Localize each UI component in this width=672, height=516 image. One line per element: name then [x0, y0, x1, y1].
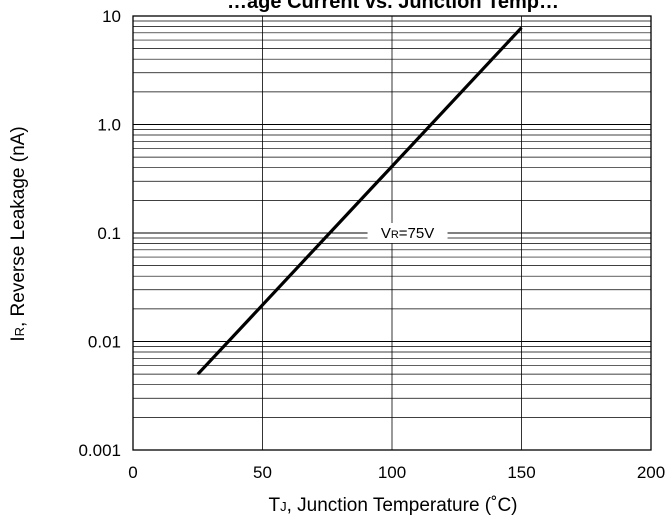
y-tick-label: 0.1: [97, 224, 121, 243]
x-axis-label: TJ, Junction Temperature (˚C): [268, 495, 517, 516]
chart-title: …age Current vs. Junction Temp…: [227, 0, 559, 13]
x-tick-label: 100: [378, 463, 406, 482]
y-tick-label: 0.001: [78, 441, 121, 460]
annotation-layer: VR=75V: [368, 223, 448, 243]
x-tick-label: 150: [507, 463, 535, 482]
y-tick-label: 10: [102, 7, 121, 26]
x-tick-label: 50: [253, 463, 272, 482]
y-tick-label: 0.01: [88, 333, 121, 352]
x-tick-label: 200: [637, 463, 665, 482]
annotation-vr-75v: VR=75V: [381, 225, 434, 242]
y-axis-label: IR, Reverse Leakage (nA): [8, 126, 29, 341]
y-tick-label: 1.0: [97, 116, 121, 135]
x-tick-label: 0: [128, 463, 137, 482]
